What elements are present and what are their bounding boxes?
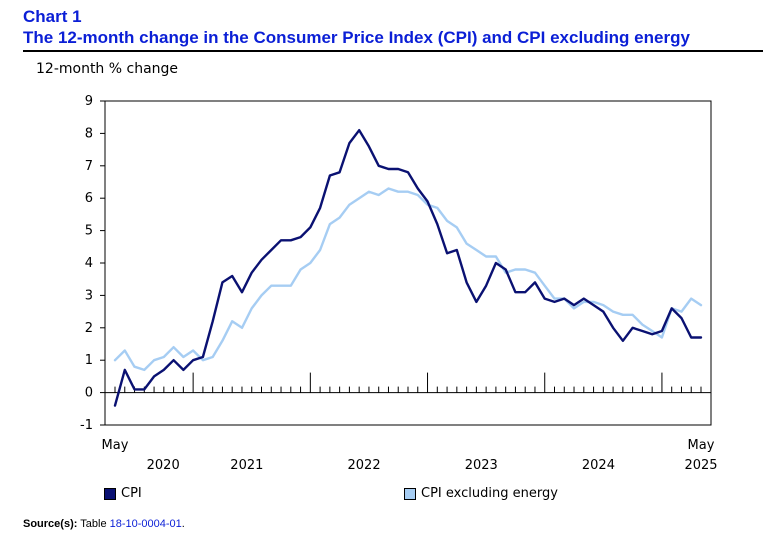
y-tick-label: 1	[85, 353, 93, 368]
legend-label-cpi-ex-energy: CPI excluding energy	[421, 486, 558, 501]
source-table-link[interactable]: 18-10-0004-01	[109, 518, 182, 530]
y-tick-label: 8	[85, 126, 93, 141]
y-tick-label: 0	[85, 386, 93, 401]
y-axis-label: 12-month % change	[36, 61, 179, 77]
source-end: .	[181, 518, 185, 530]
x-year-label: 2021	[230, 458, 263, 473]
x-label-last-month: May	[688, 438, 715, 453]
source-label: Source(s):	[23, 518, 78, 530]
legend-item-cpi: CPI	[104, 486, 142, 501]
x-label-first-month: May	[102, 438, 129, 453]
legend-item-cpi-ex-energy: CPI excluding energy	[404, 486, 558, 501]
y-tick-label: 6	[85, 191, 93, 206]
y-tick-label: 4	[85, 256, 93, 271]
series-line-cpi-excluding-energy	[113, 187, 703, 372]
x-year-label: 2022	[348, 458, 381, 473]
series-line-cpi	[113, 128, 703, 407]
title-divider	[23, 50, 763, 52]
chart-number: Chart 1	[23, 7, 82, 26]
y-tick-label: 7	[85, 159, 93, 174]
x-year-label: 2023	[465, 458, 498, 473]
legend-label-cpi: CPI	[121, 486, 142, 501]
y-tick-label: 2	[85, 321, 93, 336]
chart-title: The 12-month change in the Consumer Pric…	[23, 28, 690, 47]
source-note: Source(s): Table 18-10-0004-01.	[23, 518, 185, 530]
legend-swatch-cpi-ex-energy	[404, 487, 416, 500]
y-tick-label: 3	[85, 288, 93, 303]
y-tick-label: 9	[85, 94, 93, 109]
y-tick-label: -1	[80, 418, 93, 433]
x-year-label: 2024	[582, 458, 615, 473]
legend-swatch-cpi	[104, 487, 116, 500]
plot-frame	[104, 100, 712, 426]
source-text: Table	[80, 518, 107, 530]
x-year-label: 2025	[684, 458, 717, 473]
x-year-label: 2020	[147, 458, 180, 473]
y-tick-label: 5	[85, 224, 93, 239]
